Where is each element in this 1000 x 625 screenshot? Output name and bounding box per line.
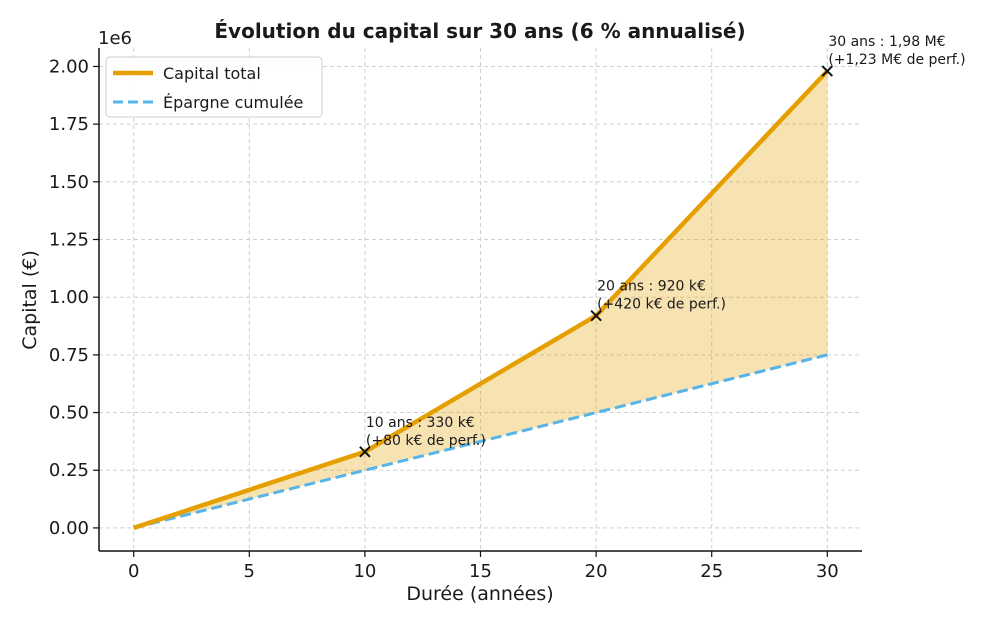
annotation-label: 30 ans : 1,98 M€ (+1,23 M€ de perf.) [828,34,965,68]
x-tick-label: 20 [585,561,608,582]
y-tick-label: 0.50 [49,403,89,424]
y-axis-label: Capital (€) [19,250,41,350]
x-axis-label: Durée (années) [406,583,553,605]
markers [359,65,834,458]
x-tick-label: 25 [700,561,723,582]
y-tick-label: 1.00 [49,287,89,308]
annotation-line: (+1,23 M€ de perf.) [828,52,965,68]
data-marker [590,309,602,322]
y-tick-label: 0.75 [49,345,89,366]
y-tick-label: 1.50 [49,172,89,193]
annotation-line: 20 ans : 920 k€ [597,279,706,295]
legend-box [105,56,323,118]
y-tick-label: 1.25 [49,230,89,251]
annotation-label: 10 ans : 330 k€ (+80 k€ de perf.) [366,415,486,449]
y-ticks: 0.00 0.25 0.50 0.75 1.00 1.25 1.50 1.75 2.00 [49,56,99,539]
annotation-line: 30 ans : 1,98 M€ [828,34,945,50]
x-tick-label: 5 [244,561,255,582]
data-marker [359,446,371,458]
fill-between-area [133,71,828,528]
annotation-line: 10 ans : 330 k€ [366,415,475,431]
y-tick-label: 0.25 [49,460,89,481]
y-tick-label: 2.00 [49,56,89,77]
x-tick-label: 30 [816,561,839,582]
annotation-line: (+420 k€ de perf.) [597,297,726,313]
x-ticks: 0 5 10 15 20 25 30 [128,551,839,582]
legend: Capital total Épargne cumulée [105,56,323,118]
x-tick-label: 10 [353,561,376,582]
fill-area [133,71,828,528]
data-marker [821,65,834,77]
legend-label: Épargne cumulée [163,93,303,112]
series-line-savings [133,353,828,530]
series-line-capital [132,69,829,531]
y-tick-label: 1.75 [49,114,89,135]
y-tick-label: 0.00 [49,518,89,539]
series-lines [132,69,829,531]
annotations: 10 ans : 330 k€ (+80 k€ de perf.) 20 ans :… [366,34,966,449]
y-scale-label: 1e6 [98,28,132,49]
annotation-line: (+80 k€ de perf.) [366,433,486,449]
x-tick-label: 15 [469,561,492,582]
x-tick-label: 0 [128,561,139,582]
annotation-label: 20 ans : 920 k€ (+420 k€ de perf.) [597,279,726,313]
chart-title: Évolution du capital sur 30 ans (6 % ann… [214,19,745,43]
legend-label: Capital total [163,64,261,83]
